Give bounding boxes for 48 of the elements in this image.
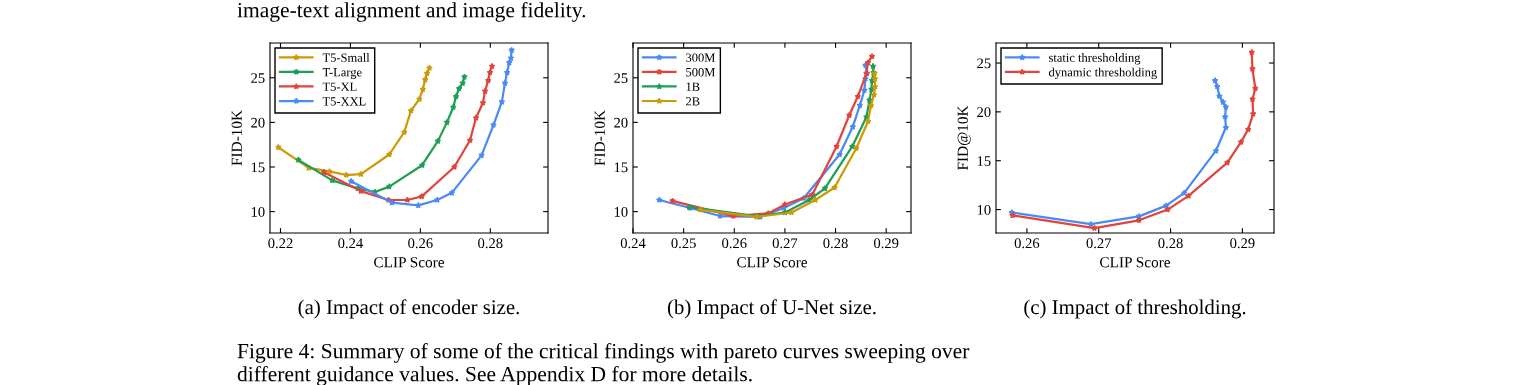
x-tick-label: 0.26 [722, 238, 747, 249]
y-axis-title: FID@10K [957, 105, 971, 171]
legend-label: dynamic thresholding [1048, 67, 1157, 80]
y-tick-label: 15 [614, 162, 628, 173]
x-axis-title: CLIP Score [374, 257, 445, 268]
legend-label: T5-Small [322, 53, 370, 62]
legend-label: 1B [686, 82, 700, 91]
x-tick-label: 0.24 [338, 238, 363, 249]
x-tick-label: 0.25 [671, 238, 696, 249]
x-tick-label: 0.28 [823, 238, 848, 249]
x-tick-label: 0.26 [1014, 238, 1040, 249]
y-axis-title: FID-10K [231, 110, 242, 166]
x-tick-label: 0.29 [873, 238, 899, 249]
y-tick-label: 10 [251, 206, 265, 217]
x-tick-label: 0.29 [1230, 238, 1255, 249]
x-tick-label: 0.27 [772, 238, 798, 249]
caption: Figure 4: Summary of some of the critical findings with pareto curves sweeping over [237, 343, 970, 363]
x-axis-title: CLIP Score [737, 257, 808, 268]
text: image-text alignment and image fidelity. [237, 2, 586, 22]
y-tick-label: 15 [251, 162, 265, 173]
text: (a) Impact of encoder size. [298, 299, 519, 319]
y-tick-label: 25 [251, 73, 265, 83]
x-tick-label: 0.27 [1086, 238, 1112, 249]
x-axis-title: CLIP Score [1100, 257, 1171, 268]
x-tick-label: 0.28 [1158, 238, 1183, 249]
legend-label: T5-XL [322, 82, 357, 91]
text: (c) Impact of thresholding. [1024, 299, 1246, 319]
y-tick-label: 10 [977, 204, 991, 215]
text: different guidance values. See Appendix D for more details. [237, 366, 752, 385]
x-tick-label: 0.26 [408, 238, 433, 249]
text: (b) Impact of U-Net size. [667, 299, 876, 319]
y-tick-label: 10 [614, 206, 628, 217]
y-tick-label: 25 [614, 73, 628, 83]
y-tick-label: 20 [251, 117, 265, 128]
x-tick-label: 0.28 [478, 238, 503, 249]
x-tick-label: 0.22 [268, 238, 293, 249]
legend-label: 500M [686, 67, 715, 77]
y-tick-label: 20 [614, 117, 628, 128]
y-tick-label: 20 [977, 107, 991, 118]
x-tick-label: 0.24 [620, 238, 646, 249]
y-tick-label: 15 [977, 156, 991, 166]
legend-label: T5-XXL [322, 97, 366, 106]
legend-label: 2B [686, 97, 700, 106]
legend-label: static thresholding [1049, 53, 1141, 65]
legend-label: T-Large [322, 68, 362, 79]
y-axis-title: FID-10K [594, 110, 605, 166]
y-tick-label: 25 [977, 58, 991, 69]
legend-label: 300M [686, 53, 715, 62]
